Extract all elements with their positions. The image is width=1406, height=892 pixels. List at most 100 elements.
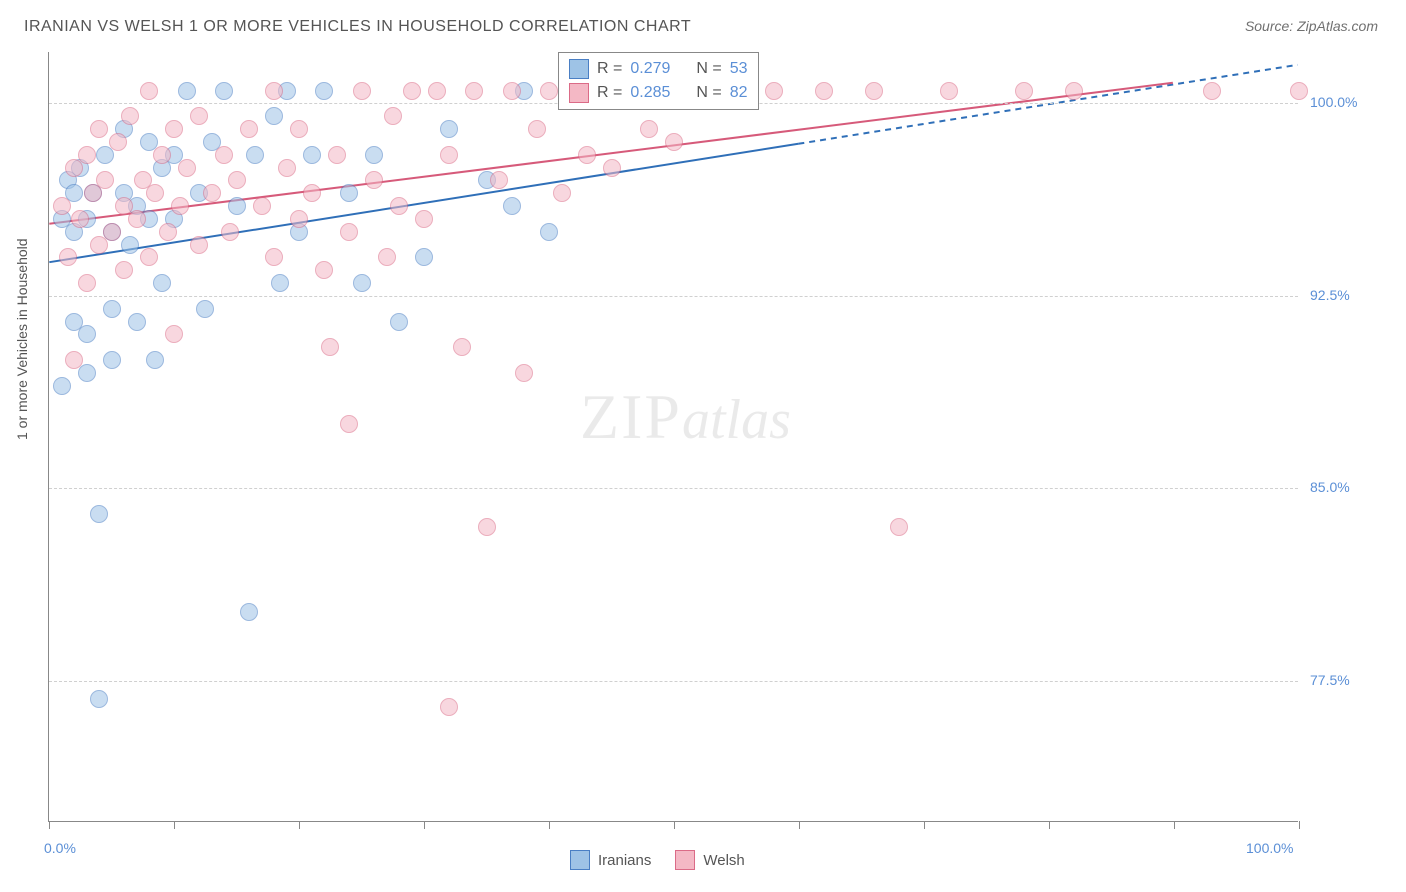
scatter-point: [171, 197, 189, 215]
scatter-point: [578, 146, 596, 164]
scatter-point: [440, 146, 458, 164]
scatter-point: [390, 313, 408, 331]
scatter-point: [140, 248, 158, 266]
scatter-point: [1290, 82, 1308, 100]
stats-box: R = 0.279 N = 53 R = 0.285 N = 82: [558, 52, 759, 110]
scatter-point: [465, 82, 483, 100]
scatter-point: [140, 82, 158, 100]
legend-item-welsh: Welsh: [675, 850, 744, 870]
x-tick: [799, 821, 800, 829]
scatter-point: [103, 300, 121, 318]
legend-item-iranians: Iranians: [570, 850, 651, 870]
scatter-point: [503, 197, 521, 215]
y-tick-label: 85.0%: [1310, 479, 1350, 495]
scatter-point: [165, 325, 183, 343]
scatter-point: [340, 223, 358, 241]
scatter-point: [103, 223, 121, 241]
r-label: R =: [597, 60, 622, 78]
scatter-point: [228, 197, 246, 215]
x-tick: [674, 821, 675, 829]
scatter-point: [490, 171, 508, 189]
y-axis-label: 1 or more Vehicles in Household: [14, 238, 30, 440]
scatter-point: [115, 261, 133, 279]
scatter-point: [146, 351, 164, 369]
n-label: N =: [696, 84, 721, 102]
scatter-point: [440, 698, 458, 716]
scatter-point: [353, 274, 371, 292]
x-tick: [299, 821, 300, 829]
scatter-point: [290, 210, 308, 228]
x-tick-label: 100.0%: [1246, 840, 1293, 856]
y-tick-label: 77.5%: [1310, 672, 1350, 688]
scatter-point: [178, 159, 196, 177]
scatter-point: [78, 325, 96, 343]
scatter-point: [440, 120, 458, 138]
scatter-point: [340, 184, 358, 202]
x-tick: [424, 821, 425, 829]
scatter-point: [315, 82, 333, 100]
scatter-point: [103, 351, 121, 369]
scatter-point: [121, 236, 139, 254]
r-label: R =: [597, 84, 622, 102]
scatter-point: [128, 313, 146, 331]
scatter-point: [453, 338, 471, 356]
scatter-point: [890, 518, 908, 536]
y-tick-label: 100.0%: [1310, 94, 1357, 110]
scatter-point: [203, 184, 221, 202]
scatter-point: [159, 223, 177, 241]
scatter-point: [146, 184, 164, 202]
r-value: 0.285: [630, 84, 670, 102]
trend-lines: [49, 52, 1298, 821]
scatter-point: [365, 146, 383, 164]
scatter-point: [153, 146, 171, 164]
stats-row-welsh: R = 0.285 N = 82: [569, 81, 748, 105]
scatter-point: [65, 351, 83, 369]
scatter-point: [815, 82, 833, 100]
scatter-point: [196, 300, 214, 318]
r-value: 0.279: [630, 60, 670, 78]
scatter-point: [246, 146, 264, 164]
scatter-point: [128, 210, 146, 228]
gridline: [49, 488, 1298, 489]
scatter-point: [265, 82, 283, 100]
scatter-point: [428, 82, 446, 100]
scatter-point: [415, 248, 433, 266]
x-tick: [1049, 821, 1050, 829]
scatter-point: [603, 159, 621, 177]
scatter-point: [1203, 82, 1221, 100]
gridline: [49, 681, 1298, 682]
n-value: 82: [730, 84, 748, 102]
scatter-point: [78, 274, 96, 292]
x-tick: [174, 821, 175, 829]
scatter-point: [1015, 82, 1033, 100]
scatter-point: [528, 120, 546, 138]
scatter-point: [190, 107, 208, 125]
y-tick-label: 92.5%: [1310, 287, 1350, 303]
scatter-point: [390, 197, 408, 215]
scatter-point: [109, 133, 127, 151]
bottom-legend: Iranians Welsh: [570, 850, 745, 870]
scatter-point: [315, 261, 333, 279]
scatter-point: [478, 518, 496, 536]
scatter-point: [215, 82, 233, 100]
scatter-point: [240, 120, 258, 138]
square-icon: [675, 850, 695, 870]
plot-area: [48, 52, 1298, 822]
scatter-point: [540, 82, 558, 100]
scatter-point: [415, 210, 433, 228]
legend-label: Welsh: [703, 852, 744, 869]
gridline: [49, 296, 1298, 297]
square-icon: [569, 59, 589, 79]
scatter-point: [265, 248, 283, 266]
x-tick: [924, 821, 925, 829]
scatter-point: [865, 82, 883, 100]
scatter-point: [121, 107, 139, 125]
scatter-point: [253, 197, 271, 215]
scatter-point: [515, 364, 533, 382]
scatter-point: [228, 171, 246, 189]
scatter-point: [53, 377, 71, 395]
scatter-point: [378, 248, 396, 266]
scatter-point: [190, 236, 208, 254]
stats-row-iranians: R = 0.279 N = 53: [569, 57, 748, 81]
scatter-point: [403, 82, 421, 100]
